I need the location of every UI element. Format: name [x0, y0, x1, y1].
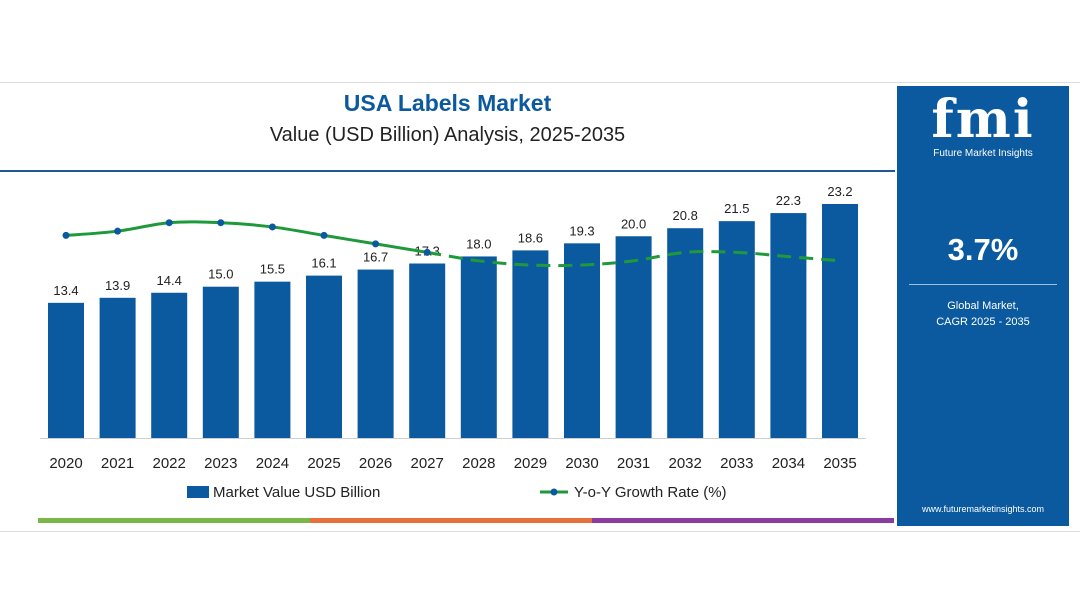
x-tick-label-2028: 2028 [462, 455, 495, 472]
x-tick-label-2033: 2033 [720, 455, 753, 472]
bar-value-label-2031: 20.0 [621, 216, 646, 231]
bar-value-label-2020: 13.4 [53, 283, 78, 298]
fmi-logo: fmi Future Market Insights [907, 92, 1059, 160]
cagr-label-line2: CAGR 2025 - 2035 [936, 316, 1030, 328]
x-tick-label-2029: 2029 [514, 455, 547, 472]
growth-point-2025 [320, 231, 328, 239]
bar-2030 [564, 243, 600, 438]
bar-2023 [202, 286, 239, 438]
x-tick-label-2026: 2026 [359, 455, 392, 472]
bar-value-label-2026: 16.7 [363, 250, 388, 265]
bar-value-label-2029: 18.6 [518, 230, 543, 245]
summary-panel: fmi Future Market Insights 3.7% Global M… [897, 86, 1069, 526]
bar-2032 [667, 228, 704, 438]
growth-point-2022 [165, 219, 173, 227]
logo-subtext: Future Market Insights [933, 148, 1033, 159]
bar-2034 [770, 213, 807, 438]
logo-text: fmi [931, 89, 1035, 150]
bar-value-label-2030: 19.3 [569, 223, 594, 238]
bar-2024 [254, 281, 291, 438]
bar-line-chart: 13.413.914.415.015.516.116.717.318.018.6… [40, 184, 866, 501]
x-tick-label-2034: 2034 [772, 455, 805, 472]
bar-2035 [822, 204, 858, 438]
chart-subtitle: Value (USD Billion) Analysis, 2025-2035 [269, 124, 626, 146]
bar-value-label-2022: 14.4 [157, 273, 182, 288]
chart-title: USA Labels Market [343, 90, 552, 116]
x-tick-label-2030: 2030 [565, 455, 598, 472]
bar-2025 [306, 275, 342, 438]
x-tick-label-2024: 2024 [256, 455, 289, 472]
growth-point-2026 [372, 240, 380, 248]
bar-value-label-2024: 15.5 [260, 262, 285, 277]
x-tick-label-2032: 2032 [669, 455, 702, 472]
growth-line-forecast [426, 250, 841, 268]
bar-2022 [151, 292, 188, 438]
bar-2029 [512, 250, 549, 438]
bar-2031 [615, 236, 652, 438]
growth-point-2024 [268, 223, 276, 231]
bar-2021 [99, 297, 136, 438]
legend-bar-label: Market Value USD Billion [213, 484, 380, 501]
cagr-value: 3.7% [947, 232, 1019, 267]
growth-point-2021 [114, 227, 122, 235]
bar-2020 [48, 302, 84, 438]
x-tick-label-2023: 2023 [204, 455, 237, 472]
bar-value-label-2028: 18.0 [466, 236, 491, 251]
bar-value-label-2034: 22.3 [776, 193, 801, 208]
accent-stripe-orange [310, 518, 592, 523]
bar-2033 [718, 221, 755, 438]
bar-2026 [357, 269, 394, 438]
title-divider [0, 170, 895, 172]
legend-line-label: Y-o-Y Growth Rate (%) [574, 484, 727, 501]
growth-point-2023 [217, 219, 225, 227]
x-tick-label-2020: 2020 [49, 455, 82, 472]
growth-line-historical [65, 220, 428, 254]
growth-point-2027 [423, 248, 431, 256]
bar-2028 [460, 256, 497, 438]
bar-value-label-2021: 13.9 [105, 278, 130, 293]
growth-point-2020 [62, 231, 70, 239]
x-tick-label-2025: 2025 [307, 455, 340, 472]
website-link[interactable]: www.futuremarketinsights.com [921, 504, 1045, 514]
x-tick-label-2022: 2022 [153, 455, 186, 472]
cagr-label-line1: Global Market, [947, 300, 1019, 312]
x-tick-label-2031: 2031 [617, 455, 650, 472]
bar-2027 [409, 263, 446, 438]
bar-value-label-2025: 16.1 [311, 256, 336, 271]
cagr-label: Global Market, CAGR 2025 - 2035 [897, 298, 1069, 330]
accent-stripe-purple [592, 518, 894, 523]
x-tick-label-2027: 2027 [411, 455, 444, 472]
bar-value-label-2033: 21.5 [724, 201, 749, 216]
legend-bar-swatch [187, 486, 209, 498]
panel-divider [909, 284, 1057, 285]
legend-line-marker [550, 488, 558, 496]
x-tick-label-2021: 2021 [101, 455, 134, 472]
bar-value-label-2032: 20.8 [673, 208, 698, 223]
accent-stripe-green [38, 518, 310, 523]
x-tick-label-2035: 2035 [823, 455, 856, 472]
bar-value-label-2023: 15.0 [208, 267, 233, 282]
bar-value-label-2035: 23.2 [827, 184, 852, 199]
